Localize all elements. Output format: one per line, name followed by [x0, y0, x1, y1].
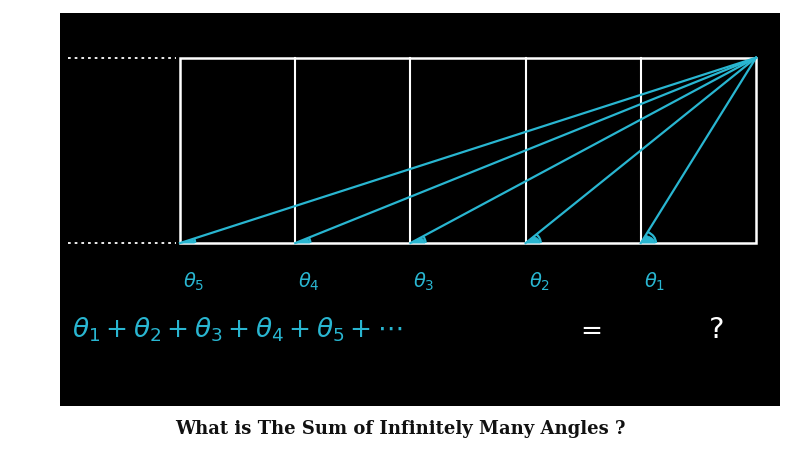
Wedge shape: [296, 239, 310, 244]
Wedge shape: [182, 239, 194, 244]
Text: $\theta_4$: $\theta_4$: [298, 271, 320, 293]
Text: $\theta_1$: $\theta_1$: [644, 271, 666, 293]
Wedge shape: [526, 237, 540, 244]
Text: $\theta_5$: $\theta_5$: [183, 271, 205, 293]
Text: What is The Sum of Infinitely Many Angles ?: What is The Sum of Infinitely Many Angle…: [175, 419, 625, 437]
FancyBboxPatch shape: [60, 14, 780, 406]
Wedge shape: [642, 236, 655, 244]
Bar: [180, 59, 756, 244]
Text: $\theta_1 + \theta_2 + \theta_3 + \theta_4 + \theta_5 + \cdots$: $\theta_1 + \theta_2 + \theta_3 + \theta…: [72, 315, 402, 344]
Text: $?$: $?$: [708, 315, 724, 343]
Text: $\theta_3$: $\theta_3$: [414, 271, 435, 293]
Text: $=$: $=$: [575, 317, 601, 342]
Text: $\theta_2$: $\theta_2$: [529, 271, 550, 293]
Wedge shape: [411, 238, 425, 244]
